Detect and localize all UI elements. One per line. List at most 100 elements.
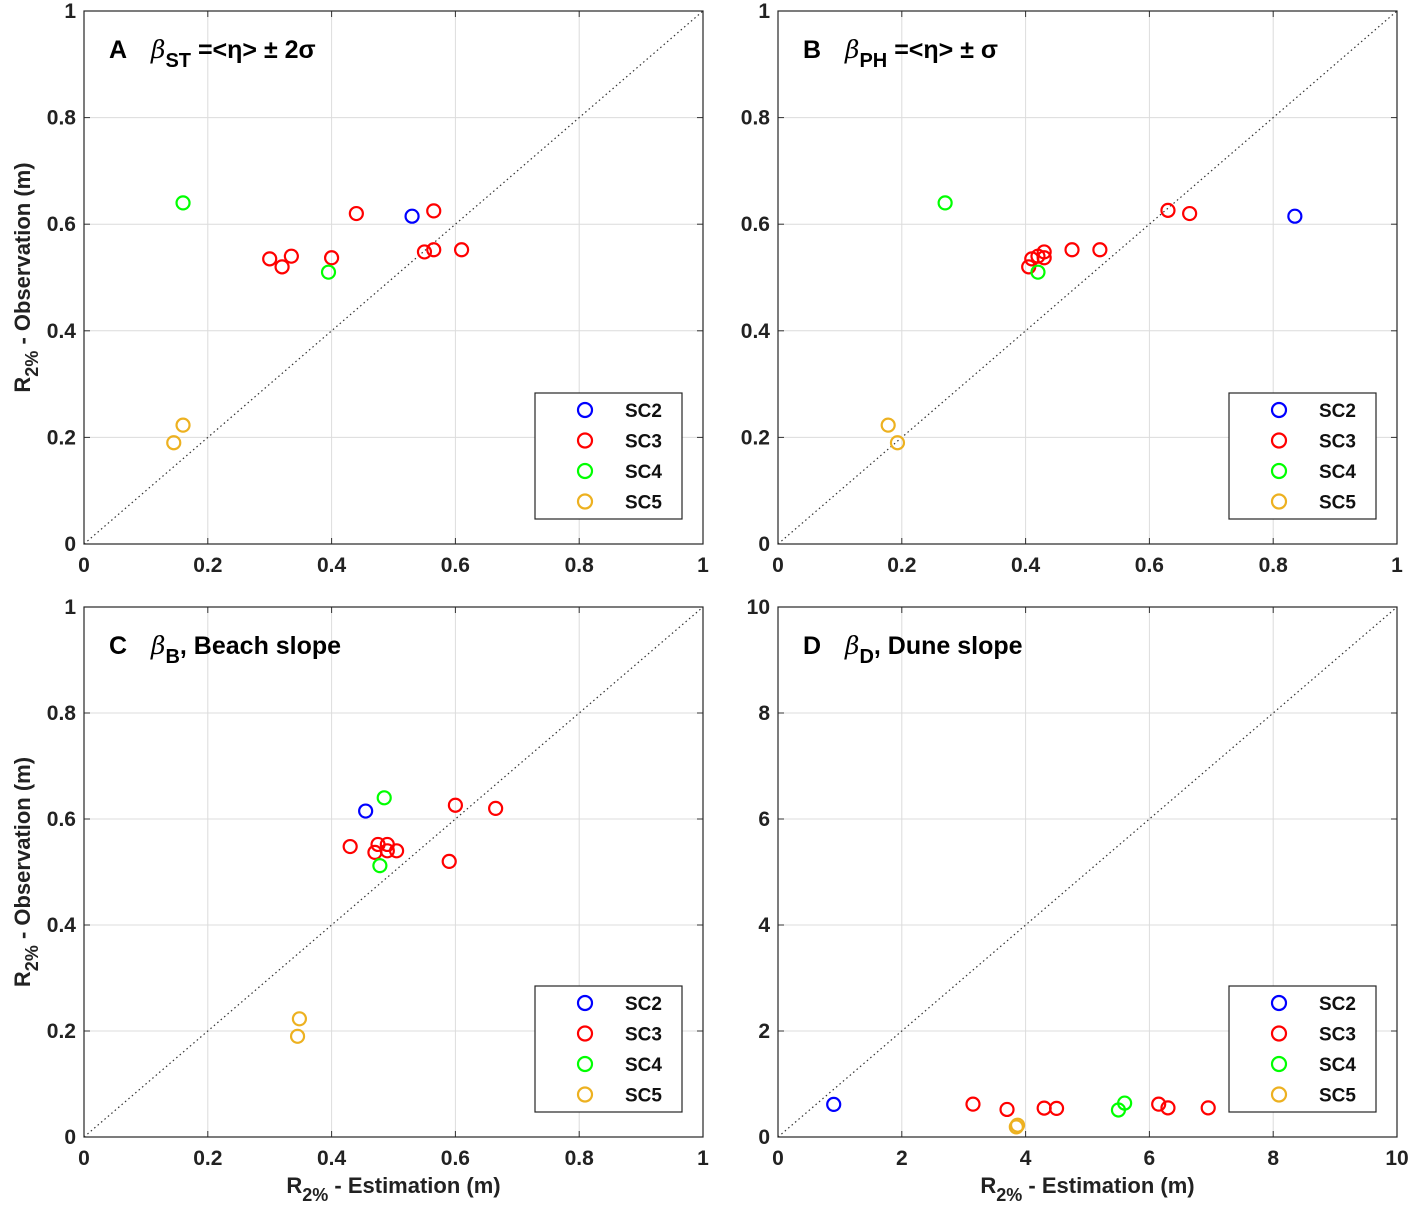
- legend-label-sc4: SC4: [1319, 1055, 1356, 1076]
- y-tick-label: 0: [64, 533, 76, 556]
- x-tick-label: 2: [896, 1147, 908, 1170]
- legend-marker-sc5: [1270, 493, 1288, 510]
- x-tick-label: 1: [697, 554, 709, 577]
- legend-marker-sc2: [1270, 401, 1288, 419]
- legend-label-sc5: SC5: [625, 493, 662, 514]
- y-tick-label: 0.6: [47, 213, 76, 236]
- point-sc5: [289, 1028, 306, 1044]
- y-tick-label: 0.4: [47, 320, 77, 343]
- legend-marker-sc4: [576, 462, 594, 480]
- axes-frame: [83, 606, 704, 1138]
- legend-marker-sc3: [1270, 1025, 1288, 1042]
- point-sc3: [283, 248, 299, 264]
- legend-label-sc2: SC2: [625, 994, 662, 1015]
- legend-marker-sc3: [1270, 432, 1288, 449]
- point-sc5: [166, 435, 182, 451]
- legend-label-sc2: SC2: [1319, 994, 1356, 1015]
- legend: SC2 SC3 SC4 SC5: [534, 985, 683, 1113]
- legend-label-sc4: SC4: [625, 1055, 662, 1076]
- legend-box: [1228, 985, 1377, 1113]
- point-sc3: [488, 800, 504, 817]
- legend-marker-sc5: [576, 493, 594, 510]
- legend-label-sc3: SC3: [1319, 1025, 1356, 1046]
- x-tick-label: 0.4: [1011, 554, 1041, 577]
- point-sc4: [320, 264, 337, 280]
- y-tick-label: 4: [758, 914, 770, 937]
- point-sc3: [1200, 1100, 1216, 1116]
- legend: SC2 SC3 SC4 SC5: [1228, 985, 1377, 1113]
- point-sc3: [1064, 242, 1080, 258]
- point-sc5: [880, 417, 896, 433]
- panel-title: βST =<η> ± 2σ: [150, 35, 316, 72]
- x-tick-label: 0: [78, 554, 90, 577]
- point-sc3: [274, 259, 290, 275]
- point-sc4: [376, 790, 392, 806]
- point-sc3: [453, 242, 470, 258]
- legend-label-sc4: SC4: [1319, 462, 1356, 483]
- x-tick-label: 0: [772, 1147, 784, 1170]
- point-sc3: [1151, 1096, 1167, 1112]
- x-tick-label: 0.4: [317, 554, 347, 577]
- one-to-one-line: [777, 606, 1398, 1138]
- legend-marker-sc2: [576, 994, 594, 1012]
- legend-marker-sc4: [1270, 462, 1288, 480]
- point-sc2: [404, 208, 420, 224]
- point-sc3: [1036, 250, 1052, 266]
- point-sc3: [1092, 242, 1108, 258]
- y-tick-label: 1: [64, 0, 76, 23]
- legend-label-sc5: SC5: [1319, 1086, 1356, 1107]
- legend-label-sc3: SC3: [1319, 432, 1356, 453]
- legend-marker-sc2: [1270, 994, 1288, 1012]
- x-axis-label: R2% - Estimation (m): [980, 1173, 1194, 1205]
- point-sc2: [1287, 208, 1303, 224]
- x-tick-label: 4: [1020, 1147, 1032, 1170]
- legend-label-sc5: SC5: [625, 1086, 662, 1107]
- x-tick-label: 8: [1267, 1147, 1279, 1170]
- y-tick-label: 0.6: [741, 213, 770, 236]
- y-tick-label: 0.8: [47, 702, 77, 725]
- point-sc3: [1182, 205, 1198, 222]
- y-axis-label: R2% - Observation (m): [10, 757, 42, 987]
- x-tick-label: 6: [1144, 1147, 1156, 1170]
- point-sc3: [426, 203, 442, 219]
- point-sc3: [262, 251, 278, 267]
- legend-label-sc3: SC3: [625, 1025, 662, 1046]
- y-tick-label: 8: [758, 702, 770, 725]
- one-to-one-line: [83, 10, 704, 545]
- legend-marker-sc4: [1270, 1055, 1288, 1073]
- point-sc3: [999, 1101, 1015, 1118]
- point-sc3: [379, 843, 395, 859]
- point-sc3: [441, 853, 457, 870]
- x-tick-label: 0.6: [1135, 554, 1164, 577]
- panel-title: βPH =<η> ± σ: [844, 35, 998, 72]
- point-sc3: [447, 797, 463, 813]
- panel-letter: D: [803, 632, 821, 660]
- point-sc5: [291, 1011, 308, 1027]
- point-sc5: [175, 417, 191, 433]
- x-tick-label: 0.8: [565, 1147, 595, 1170]
- y-tick-label: 2: [758, 1020, 770, 1043]
- legend-label-sc2: SC2: [625, 401, 662, 422]
- x-tick-label: 0.2: [193, 554, 222, 577]
- y-tick-label: 1: [64, 596, 76, 619]
- y-tick-label: 0.6: [47, 808, 76, 831]
- legend-label-sc5: SC5: [1319, 493, 1356, 514]
- point-sc3: [416, 244, 433, 260]
- one-to-one-line: [83, 606, 704, 1138]
- point-sc3: [1036, 244, 1052, 260]
- y-tick-label: 10: [747, 596, 770, 619]
- point-sc4: [1030, 264, 1046, 280]
- point-sc3: [324, 250, 340, 266]
- y-tick-label: 0.2: [741, 426, 770, 449]
- panel-letter: B: [803, 36, 821, 64]
- y-axis-label: R2% - Observation (m): [10, 162, 42, 392]
- point-sc3: [965, 1096, 981, 1112]
- panel-title: βD, Dune slope: [844, 631, 1023, 668]
- legend-box: [534, 985, 683, 1113]
- y-tick-label: 0.8: [47, 107, 77, 130]
- axes-frame: [777, 606, 1398, 1138]
- point-sc3: [1160, 1100, 1176, 1116]
- x-tick-label: 0.2: [887, 554, 916, 577]
- legend-marker-sc4: [576, 1055, 594, 1073]
